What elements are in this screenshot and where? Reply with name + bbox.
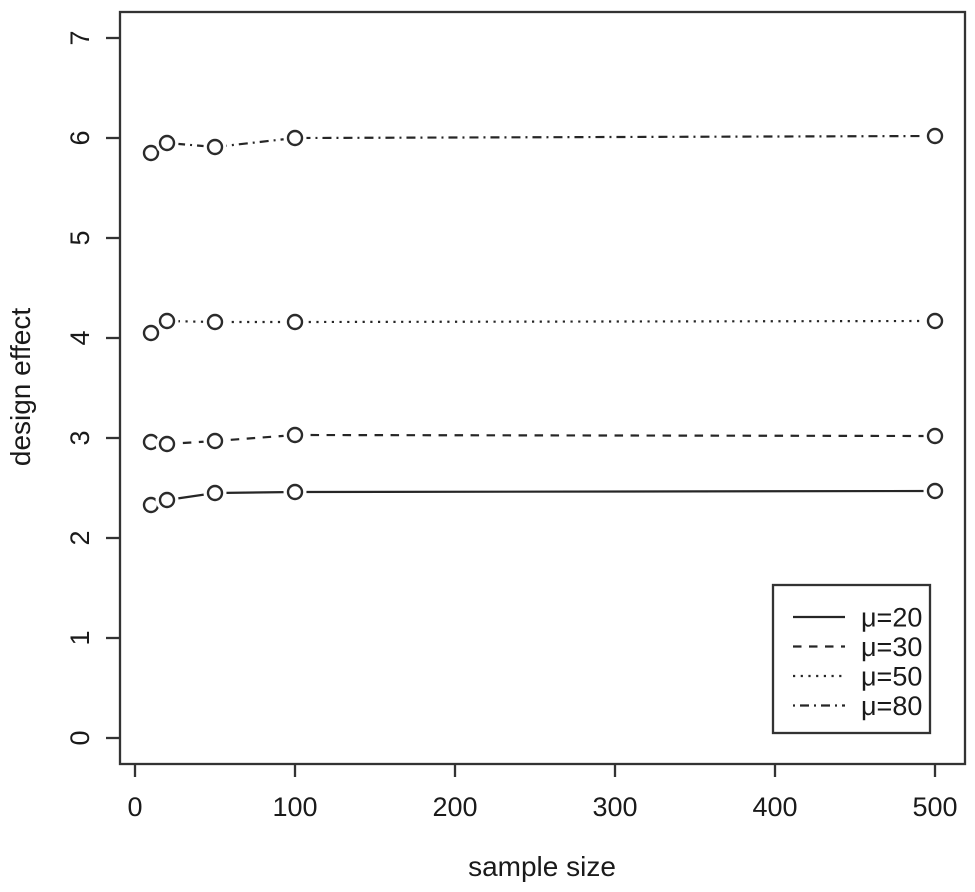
data-point-marker bbox=[286, 426, 304, 444]
data-point-marker bbox=[142, 144, 160, 162]
x-axis-title: sample size bbox=[468, 851, 616, 882]
data-point-marker bbox=[206, 432, 224, 450]
series-line-30 bbox=[150, 433, 936, 446]
data-points bbox=[139, 124, 947, 517]
legend-label: μ=20 bbox=[861, 603, 922, 633]
data-point-marker bbox=[926, 312, 944, 330]
legend: μ=20μ=30μ=50μ=80 bbox=[771, 583, 932, 735]
data-point-marker bbox=[158, 312, 176, 330]
data-point-marker bbox=[158, 491, 176, 509]
y-tick-label: 6 bbox=[65, 130, 95, 145]
y-tick-label: 4 bbox=[65, 330, 95, 345]
data-point-marker bbox=[206, 313, 224, 331]
x-tick-label: 300 bbox=[592, 792, 637, 822]
x-tick-label: 500 bbox=[912, 792, 957, 822]
data-point-marker bbox=[926, 127, 944, 145]
legend-label: μ=80 bbox=[861, 691, 922, 721]
x-tick-label: 0 bbox=[127, 792, 142, 822]
series-line-20 bbox=[150, 489, 936, 507]
y-axis-ticks: 0 1 2 3 4 5 6 7 bbox=[65, 30, 120, 746]
legend-label: μ=50 bbox=[861, 662, 922, 692]
data-point-marker bbox=[286, 483, 304, 501]
data-point-marker bbox=[926, 482, 944, 500]
data-point-marker bbox=[158, 435, 176, 453]
data-point-marker bbox=[142, 324, 160, 342]
y-tick-label: 3 bbox=[65, 430, 95, 445]
x-axis-ticks: 0 100 200 300 400 500 bbox=[127, 764, 958, 822]
x-tick-label: 400 bbox=[752, 792, 797, 822]
data-point-marker bbox=[286, 313, 304, 331]
series-line-80 bbox=[150, 134, 936, 154]
data-point-marker bbox=[206, 484, 224, 502]
data-point-marker bbox=[926, 427, 944, 445]
y-tick-label: 1 bbox=[65, 630, 95, 645]
series-lines bbox=[150, 134, 936, 507]
plot-area-border bbox=[118, 10, 967, 766]
x-tick-label: 200 bbox=[432, 792, 477, 822]
legend-box bbox=[771, 583, 932, 735]
data-point-marker bbox=[286, 129, 304, 147]
data-point-marker bbox=[158, 134, 176, 152]
y-axis-title: design effect bbox=[5, 308, 36, 466]
data-point-marker bbox=[206, 138, 224, 156]
series-line-50 bbox=[150, 319, 936, 334]
y-tick-label: 0 bbox=[65, 730, 95, 745]
y-tick-label: 7 bbox=[65, 30, 95, 45]
x-tick-label: 100 bbox=[272, 792, 317, 822]
legend-label: μ=30 bbox=[861, 632, 922, 662]
y-tick-label: 5 bbox=[65, 230, 95, 245]
y-tick-label: 2 bbox=[65, 530, 95, 545]
